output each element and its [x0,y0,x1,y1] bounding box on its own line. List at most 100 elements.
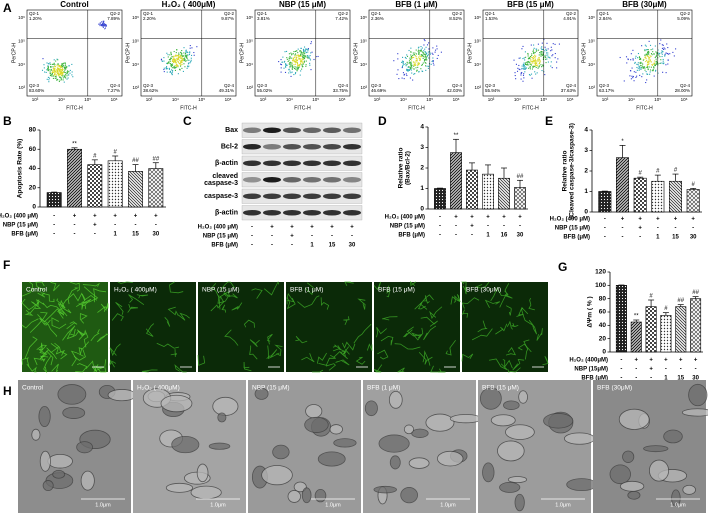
event-dot [662,60,664,62]
bar [633,177,647,213]
event-dot [307,51,309,53]
event-dot [425,62,427,64]
y-tick-label: 10⁴ [246,62,253,67]
event-dot [545,54,547,56]
x-axis-label: FITC-H [66,105,83,111]
event-dot [634,61,636,63]
event-dot [53,65,56,67]
event-dot [54,75,56,77]
organelle [38,405,51,427]
event-dot [294,54,296,56]
quadrant-percent: 7.27% [107,88,120,93]
treatment-cell: + [134,214,138,220]
event-dot [651,54,653,56]
treatment-cell: + [502,215,506,221]
event-dot [56,71,58,73]
treatment-cell: - [74,223,76,229]
event-dot [527,52,529,55]
x-tick-label: 10³ [260,97,267,102]
event-dot [181,56,183,58]
event-dot [427,54,429,57]
blot-band [343,127,361,134]
event-dot [302,55,304,57]
event-dot [650,61,652,63]
quadrant-name: Q2-4 [338,83,349,88]
neurite [506,321,513,330]
blot-label: β-actin [215,210,238,217]
quadrant-name: Q2-1 [257,11,268,16]
event-dot [403,74,405,76]
treatment-name: H₂O₂ (400 μM) [385,215,425,221]
event-dot [171,67,173,69]
neurite [141,369,158,373]
treatment-cell: + [638,226,642,232]
event-dot [413,63,415,66]
event-dot [414,63,416,65]
event-dot [181,58,183,60]
event-dot [535,50,537,52]
neurite [33,349,49,366]
neurite [333,350,348,360]
plot-frame [368,9,465,97]
event-dot [53,59,55,61]
y-tick-label: 0 [584,209,588,216]
significance: # [649,294,653,300]
event-dot [554,52,556,55]
event-dot [627,58,629,60]
treatment-cell: - [94,232,96,238]
treatment-name: H₂O₂ (400μM) [569,358,608,364]
fluorescence-image [110,282,196,372]
event-dot [69,72,71,74]
event-dot [56,78,58,80]
event-dot [410,62,412,64]
image-title: NBP (15 μM) [202,287,240,294]
organelle [671,489,681,507]
event-dot [645,60,647,63]
event-dot [644,67,646,69]
event-dot [647,66,649,68]
event-dot [295,57,297,59]
blot-band [283,127,301,134]
x-tick-label: 10⁶ [681,97,688,102]
quadrant-name: Q2-3 [485,83,496,88]
neurite [251,288,263,299]
event-dot [293,64,295,66]
event-dot [662,62,664,64]
event-dot [649,59,651,61]
event-dot [642,59,644,61]
event-dot [175,64,177,66]
event-dot [293,73,295,76]
event-dot [292,66,294,68]
event-dot [647,61,649,63]
x-tick-label: 10³ [602,97,609,102]
event-dot [47,67,49,69]
significance: # [691,182,695,188]
event-dot [286,64,288,66]
event-dot [516,70,519,72]
neurite [320,297,330,310]
neurite [156,342,179,349]
blot-label: β-actin [215,160,238,167]
neurite [223,292,238,299]
neurite [46,346,60,360]
event-dot [61,63,63,65]
event-dot [409,68,411,71]
neurite [65,292,86,302]
event-dot [300,54,302,56]
event-dot [303,56,305,58]
event-dot [540,55,542,57]
scale-label: 1.0μm [325,502,341,508]
event-dot [297,65,299,67]
treatment-cell: - [351,234,353,240]
organelle [208,442,231,450]
event-dot [406,63,408,66]
event-dot [658,53,660,55]
neurite [128,294,145,306]
event-dot [177,65,179,67]
event-dot [537,67,539,69]
blot-band [243,193,261,200]
event-dot [418,63,420,66]
event-dot [302,62,304,64]
event-dot [545,62,547,64]
